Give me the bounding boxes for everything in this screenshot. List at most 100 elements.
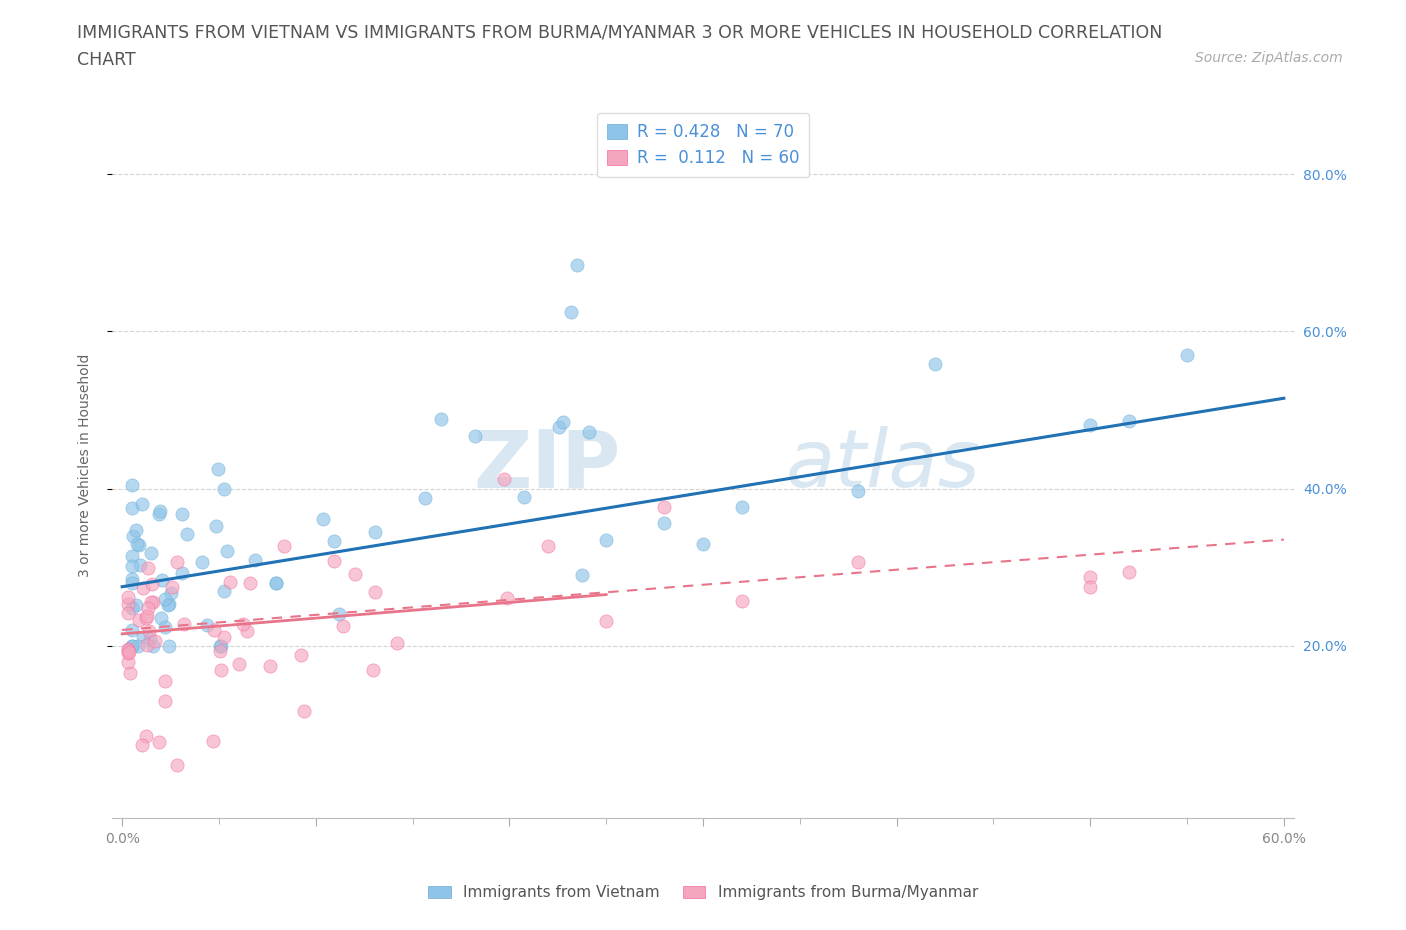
- Point: [1118, 565, 1140, 579]
- Point: [170, 565, 193, 580]
- Point: [125, 523, 148, 538]
- Point: [731, 594, 754, 609]
- Point: [125, 598, 148, 613]
- Point: [129, 557, 152, 572]
- Point: [364, 585, 387, 600]
- Point: [138, 624, 160, 639]
- Point: [157, 597, 180, 612]
- Point: [121, 638, 143, 653]
- Point: [117, 655, 139, 670]
- Point: [228, 656, 250, 671]
- Point: [156, 598, 179, 613]
- Point: [731, 499, 754, 514]
- Point: [212, 630, 235, 644]
- Point: [494, 472, 516, 486]
- Point: [121, 576, 143, 591]
- Point: [139, 595, 162, 610]
- Point: [565, 258, 588, 272]
- Point: [173, 617, 195, 631]
- Point: [191, 554, 214, 569]
- Point: [149, 504, 172, 519]
- Point: [595, 613, 617, 628]
- Point: [120, 665, 142, 680]
- Point: [209, 662, 232, 677]
- Point: [430, 411, 453, 426]
- Point: [578, 425, 600, 440]
- Legend: Immigrants from Vietnam, Immigrants from Burma/Myanmar: Immigrants from Vietnam, Immigrants from…: [422, 879, 984, 906]
- Point: [150, 610, 173, 625]
- Point: [236, 623, 259, 638]
- Point: [121, 600, 143, 615]
- Point: [218, 575, 240, 590]
- Point: [361, 662, 384, 677]
- Point: [571, 567, 593, 582]
- Point: [548, 419, 571, 434]
- Point: [117, 643, 139, 658]
- Point: [141, 577, 163, 591]
- Point: [157, 638, 180, 653]
- Point: [652, 516, 675, 531]
- Text: ZIP: ZIP: [472, 426, 620, 504]
- Y-axis label: 3 or more Vehicles in Household: 3 or more Vehicles in Household: [77, 353, 91, 577]
- Point: [117, 590, 139, 604]
- Point: [264, 576, 287, 591]
- Point: [343, 567, 366, 582]
- Point: [121, 638, 143, 653]
- Point: [136, 637, 159, 652]
- Point: [208, 638, 231, 653]
- Point: [214, 482, 236, 497]
- Point: [205, 518, 228, 533]
- Point: [264, 576, 287, 591]
- Point: [138, 560, 160, 575]
- Point: [239, 576, 262, 591]
- Point: [595, 532, 617, 547]
- Point: [155, 591, 177, 606]
- Point: [142, 638, 165, 653]
- Point: [127, 638, 149, 653]
- Point: [537, 539, 560, 554]
- Point: [387, 635, 409, 650]
- Point: [208, 644, 231, 658]
- Point: [117, 605, 139, 620]
- Point: [846, 483, 869, 498]
- Point: [292, 703, 315, 718]
- Point: [332, 618, 354, 633]
- Point: [138, 631, 160, 646]
- Point: [132, 580, 155, 595]
- Point: [155, 694, 177, 709]
- Point: [117, 596, 139, 611]
- Text: Source: ZipAtlas.com: Source: ZipAtlas.com: [1195, 51, 1343, 65]
- Point: [215, 544, 238, 559]
- Point: [160, 579, 183, 594]
- Point: [150, 573, 173, 588]
- Point: [153, 673, 176, 688]
- Point: [202, 623, 225, 638]
- Point: [464, 429, 486, 444]
- Point: [155, 619, 177, 634]
- Point: [1078, 570, 1101, 585]
- Point: [136, 601, 159, 616]
- Point: [201, 734, 224, 749]
- Point: [121, 572, 143, 587]
- Text: atlas: atlas: [786, 426, 980, 504]
- Point: [176, 526, 198, 541]
- Point: [273, 538, 295, 553]
- Point: [117, 642, 139, 657]
- Point: [212, 583, 235, 598]
- Point: [121, 623, 143, 638]
- Point: [121, 477, 143, 492]
- Point: [415, 491, 437, 506]
- Point: [131, 497, 153, 512]
- Point: [143, 633, 166, 648]
- Point: [121, 559, 143, 574]
- Point: [172, 507, 194, 522]
- Point: [513, 490, 536, 505]
- Point: [166, 554, 188, 569]
- Point: [364, 525, 387, 540]
- Point: [148, 507, 170, 522]
- Point: [243, 552, 266, 567]
- Point: [141, 546, 163, 561]
- Point: [121, 549, 143, 564]
- Point: [135, 729, 157, 744]
- Point: [121, 500, 143, 515]
